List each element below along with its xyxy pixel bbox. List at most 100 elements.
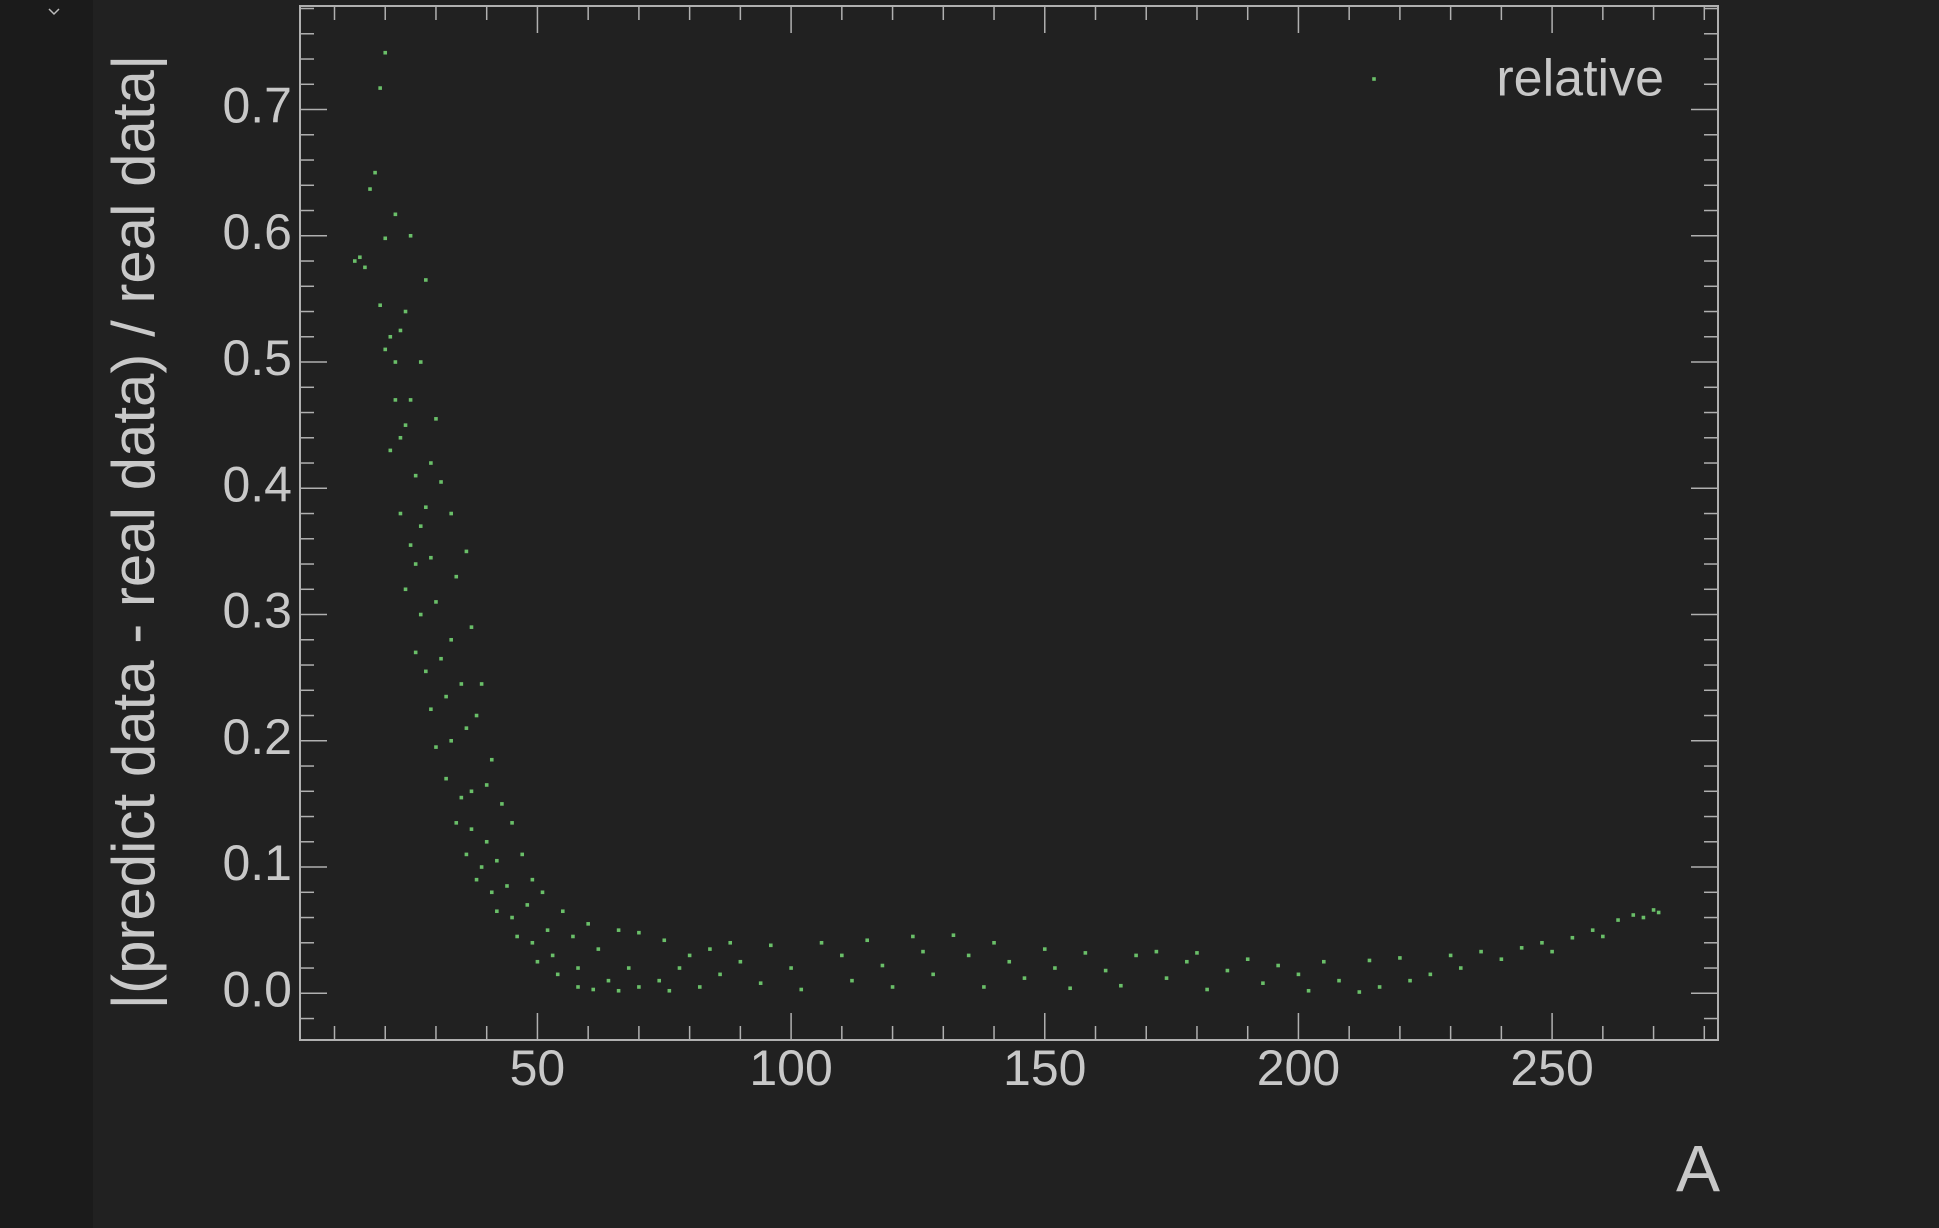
point [667,988,672,993]
point [429,707,433,712]
point [1053,966,1057,970]
point [469,625,474,629]
point [606,978,611,983]
point [444,694,448,699]
point [576,985,580,989]
point [429,555,433,560]
point [429,461,433,465]
point [1631,913,1636,917]
point [1306,988,1311,993]
point [708,947,712,951]
point [449,511,453,516]
y-tick-label: 0.5 [222,330,292,386]
y-tick-label: 0.1 [222,835,292,891]
point [789,966,793,970]
point [500,802,504,806]
point [616,928,621,932]
point [1119,983,1123,988]
point [1083,951,1088,955]
x-tick-label: 100 [749,1040,832,1096]
point [413,650,418,655]
point [368,187,372,191]
point [444,776,448,781]
point [865,938,869,943]
point [758,981,763,985]
point [1601,934,1605,939]
point [424,278,428,282]
point [662,938,667,943]
point [449,738,453,743]
point [479,865,484,869]
point [931,972,935,977]
point [464,726,469,730]
y-tick-label: 0.4 [222,456,292,512]
point [738,959,743,964]
legend-marker [1372,77,1376,81]
point [1616,918,1620,922]
point [413,473,418,478]
point [545,928,550,932]
point [464,549,469,554]
y-tick-label: 0.2 [222,709,292,765]
point [697,985,702,989]
point [1134,953,1138,958]
point [505,884,509,888]
point [880,963,885,968]
point [1651,908,1656,912]
point [403,309,408,314]
point [1656,910,1661,915]
y-tick-label: 0.0 [222,961,292,1017]
point [454,574,459,579]
point [383,347,388,352]
point [1499,957,1504,961]
point [388,334,393,339]
point [1590,928,1595,932]
point [1570,935,1575,940]
point [535,959,540,964]
point [1458,966,1463,970]
point [769,943,773,948]
point [363,265,367,270]
point [1296,972,1301,977]
point [434,745,438,749]
point [982,985,986,989]
point [591,987,596,992]
point [1022,976,1027,980]
plot-frame [299,5,1719,1041]
point [576,966,580,970]
point [1540,940,1544,945]
collapse-icon[interactable] [48,8,60,16]
point [626,966,631,970]
point [408,233,413,238]
x-tick-label: 200 [1257,1040,1340,1096]
point [1550,949,1554,954]
point [418,612,423,617]
point [1164,976,1169,980]
point [1007,959,1012,964]
point [439,480,443,484]
point [393,360,398,364]
sidebar [0,0,93,1228]
point [966,953,971,958]
point [459,795,464,800]
point [515,934,519,939]
point [454,821,459,825]
point [992,940,996,945]
point [1154,949,1159,954]
point [799,987,804,992]
point [393,212,398,217]
point [1103,968,1108,973]
point [530,940,535,945]
point [819,940,824,945]
point [510,915,514,920]
point [1322,959,1326,964]
point [484,783,489,787]
point [434,417,438,421]
point [358,255,362,260]
point [616,988,621,993]
point [403,423,408,427]
point [1428,972,1433,977]
point [413,562,418,566]
point [637,930,641,935]
